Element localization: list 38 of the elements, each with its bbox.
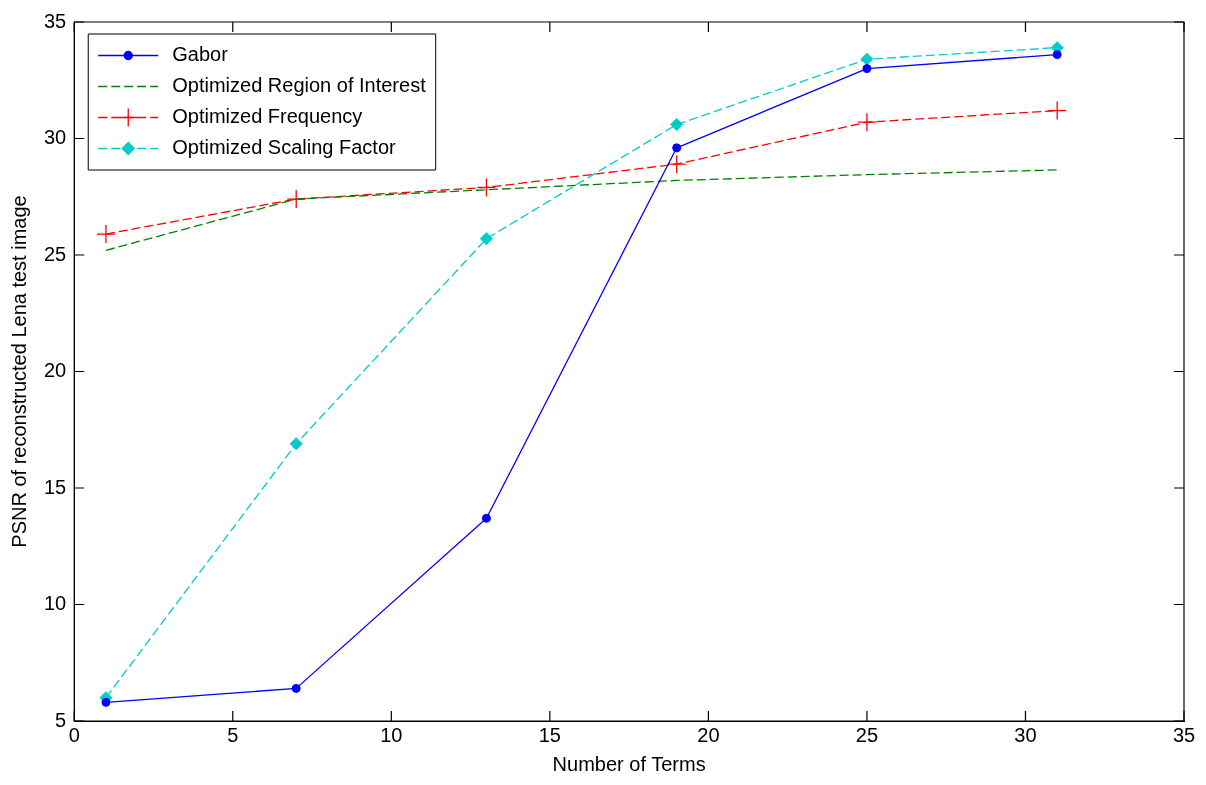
y-tick-label: 15 — [44, 475, 67, 498]
point — [1052, 50, 1062, 60]
point — [96, 224, 116, 244]
x-tick-label: 25 — [855, 723, 879, 746]
legend-label: Optimized Region of Interest — [172, 74, 427, 97]
x-tick-label: 10 — [380, 723, 403, 746]
y-tick-label: 25 — [44, 242, 67, 265]
line-series — [105, 169, 1058, 251]
x-axis-title: Number of Terms — [552, 752, 706, 775]
point — [481, 513, 491, 523]
point — [289, 437, 303, 451]
y-tick-label: 5 — [55, 708, 67, 731]
point — [667, 154, 687, 174]
legend-label: Optimized Scaling Factor — [172, 136, 396, 159]
legend-label: Optimized Frequency — [172, 105, 363, 128]
x-tick-label: 35 — [1172, 723, 1196, 746]
y-tick-label: 20 — [44, 359, 67, 382]
y-tick-label: 10 — [44, 592, 67, 615]
point — [476, 177, 497, 198]
y-tick-label: 30 — [44, 126, 67, 149]
point — [860, 52, 874, 66]
legend-label: Gabor — [172, 43, 229, 66]
point — [670, 118, 684, 132]
point — [101, 697, 111, 707]
x-tick-label: 30 — [1014, 723, 1037, 746]
point — [479, 232, 493, 246]
x-tick-label: 20 — [697, 723, 720, 746]
y-tick-label: 35 — [44, 9, 67, 32]
point — [862, 64, 872, 74]
point — [1047, 100, 1067, 121]
x-tick-label: 0 — [68, 723, 80, 746]
point — [857, 112, 877, 132]
point — [291, 683, 301, 693]
y-axis-title: PSNR of reconstructed Lena test image — [7, 195, 30, 548]
x-tick-label: 5 — [227, 723, 239, 746]
x-tick-label: 15 — [538, 723, 561, 746]
point — [286, 189, 306, 209]
point — [672, 143, 682, 153]
